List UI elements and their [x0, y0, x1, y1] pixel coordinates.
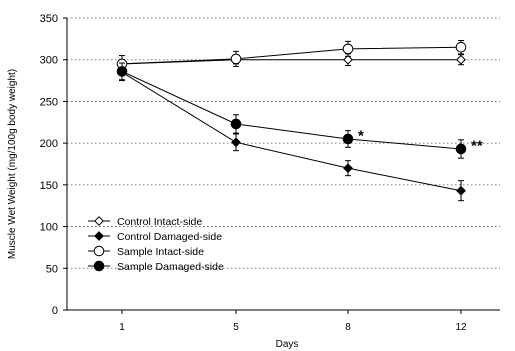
data-point — [455, 143, 467, 155]
legend-label: Sample Damaged-side — [117, 261, 224, 273]
data-point — [230, 118, 242, 130]
legend-marker — [94, 231, 104, 241]
data-point — [230, 53, 242, 65]
legend-label: Control Intact-side — [117, 216, 202, 228]
legend-item: Control Intact-side — [88, 216, 202, 228]
significance-marker: * — [358, 127, 364, 144]
x-axis-title: Days — [276, 339, 299, 350]
series-1 — [117, 53, 466, 69]
series-2 — [117, 63, 466, 202]
y-tick-label: 350 — [40, 13, 58, 25]
y-tick-label: 250 — [40, 96, 58, 108]
legend-label: Control Damaged-side — [117, 231, 222, 243]
series-3 — [116, 40, 467, 73]
significance-marker: ** — [471, 137, 483, 154]
data-point — [116, 66, 128, 77]
x-tick-label: 1 — [119, 322, 125, 333]
x-tick-label: 12 — [455, 322, 467, 333]
y-tick-label: 0 — [52, 305, 58, 317]
data-point — [455, 41, 467, 53]
x-tick-label: 5 — [233, 322, 239, 333]
y-tick-label: 200 — [40, 138, 58, 150]
series-line — [121, 71, 462, 192]
data-point — [342, 133, 354, 145]
significance-annotations: *** — [358, 127, 483, 154]
series-line — [121, 70, 462, 150]
legend: Control Intact-side Control Damaged-side S… — [88, 216, 224, 273]
data-point — [343, 163, 353, 174]
legend-item: Sample Damaged-side — [88, 260, 224, 273]
y-tick-label: 300 — [40, 55, 58, 67]
legend-item: Control Damaged-side — [88, 231, 222, 243]
y-tick-label: 50 — [46, 263, 58, 275]
y-tick-labels: 0 50 100 150 200 250 300 350 — [40, 13, 67, 317]
legend-marker — [93, 245, 105, 257]
series-line — [121, 46, 462, 65]
data-point — [342, 43, 354, 55]
series-4 — [116, 62, 467, 159]
y-axis-title: Muscle Wet Weight (mg/100g body weight) — [7, 69, 18, 259]
x-tick-label: 8 — [345, 322, 351, 333]
data-point — [456, 185, 466, 196]
data-point — [343, 54, 353, 65]
y-tick-label: 100 — [40, 222, 58, 234]
legend-item: Sample Intact-side — [88, 245, 204, 258]
data-point — [231, 137, 241, 148]
y-tick-label: 150 — [40, 180, 58, 192]
legend-label: Sample Intact-side — [117, 246, 204, 258]
data-series — [116, 40, 467, 202]
legend-marker — [93, 260, 105, 272]
legend-marker — [94, 216, 104, 226]
axes — [66, 18, 500, 311]
data-point — [456, 54, 466, 65]
x-tick-labels: 1 5 8 12 — [119, 310, 467, 333]
